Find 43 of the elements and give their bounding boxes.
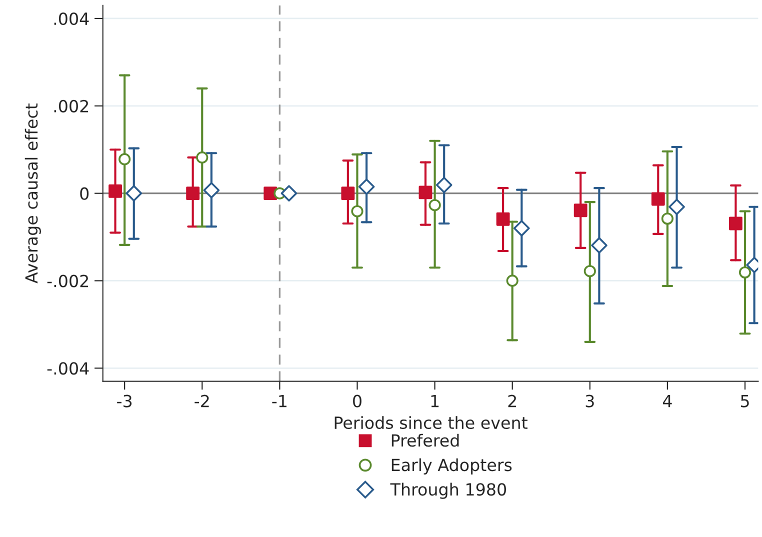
x-tick-label: 4 xyxy=(662,394,672,408)
y-axis-title: Average causal effect xyxy=(24,104,41,284)
point xyxy=(574,204,588,218)
point xyxy=(418,186,432,200)
point xyxy=(728,216,742,230)
point xyxy=(351,205,364,218)
legend-label: Prefered xyxy=(392,434,459,447)
point xyxy=(203,182,220,198)
point xyxy=(108,184,122,198)
x-tick-label: 2 xyxy=(508,394,516,408)
x-tick-label: -1 xyxy=(272,394,286,408)
point xyxy=(196,151,208,164)
point xyxy=(651,192,665,206)
point xyxy=(513,220,530,236)
point xyxy=(186,186,200,200)
point xyxy=(738,266,752,278)
x-tick-label: -2 xyxy=(194,394,209,408)
x-tick-label: 5 xyxy=(740,394,749,408)
point xyxy=(496,212,510,226)
point xyxy=(591,237,608,254)
legend-label: Through 1980 xyxy=(390,482,506,499)
y-tick-label: -.004 xyxy=(47,362,89,375)
point xyxy=(506,274,518,287)
y-tick-label: .004 xyxy=(54,12,89,26)
x-tick-label: -3 xyxy=(117,394,132,408)
x-tick-label: 3 xyxy=(586,394,594,408)
point xyxy=(661,212,674,225)
point xyxy=(584,265,596,278)
point xyxy=(280,185,298,202)
point xyxy=(668,198,685,216)
x-tick-label: 0 xyxy=(353,394,362,408)
x-tick-label: 1 xyxy=(431,394,439,408)
point xyxy=(118,153,131,166)
point xyxy=(126,185,142,202)
y-tick-label: .002 xyxy=(54,100,88,112)
point xyxy=(341,186,355,200)
legend-label: Early Adopters xyxy=(392,458,512,474)
y-tick-label: 0 xyxy=(80,187,89,200)
x-axis-title: Periods since the event xyxy=(334,416,528,430)
point xyxy=(428,199,441,212)
point xyxy=(436,176,452,194)
point xyxy=(358,178,375,195)
y-tick-label: -.002 xyxy=(47,274,88,288)
